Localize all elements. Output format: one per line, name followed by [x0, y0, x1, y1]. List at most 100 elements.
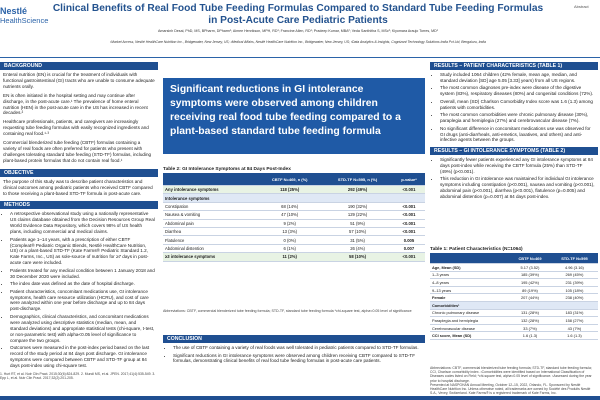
- table-cell: 0.007: [392, 244, 425, 254]
- table-header-cell: p-value*: [392, 173, 425, 186]
- table-cell: 1.6 (1.3): [550, 331, 598, 340]
- methods-bullet: Demographics, clinical characteristics, …: [10, 314, 155, 344]
- bottom-bar: [0, 396, 600, 400]
- methods-bullet: A retrospective observational study usin…: [10, 211, 155, 235]
- row-label: 9–13 years: [430, 286, 510, 295]
- table-row: Chronic pulmonary disease 131 (28%) 183 (3…: [430, 309, 598, 318]
- table-cell: 183 (31%): [550, 309, 598, 318]
- results1-bullet: The most common diagnoses pre-index were…: [440, 85, 595, 97]
- objective-para: The purpose of this study was to describ…: [3, 178, 153, 196]
- table-cell: 207 (44%): [509, 293, 551, 302]
- table2-caption: Table 2: GI Intolerance Symptoms at 84 D…: [163, 167, 291, 172]
- table-row: Flatulence 0 (0%) 31 (5%) 0.005: [163, 235, 425, 245]
- table-cell: <0.001: [392, 252, 425, 262]
- patient-characteristics-table: CBTF N=469 STD-TF N=595 Age, Mean (SD) 5.…: [430, 253, 598, 340]
- abstract-label: Abstract: [574, 4, 589, 9]
- table-row: ≥3 intolerance symptoms 11 (2%) 58 (10%) <0…: [163, 252, 425, 262]
- poster-header: [0, 0, 600, 58]
- row-label: Diarrhea: [163, 227, 258, 237]
- table-header-cell: [163, 173, 258, 186]
- background-para: Healthcare professionals, patients, and …: [3, 119, 149, 137]
- methods-text: A retrospective observational study usin…: [0, 209, 158, 372]
- table-cell: 13 (3%): [257, 227, 323, 237]
- row-label: Nausea & vomiting: [163, 210, 258, 220]
- table-cell: 195 (42%): [509, 278, 551, 287]
- logo-brand: Nestlé: [0, 6, 28, 16]
- row-label: Cerebrovascular disease: [430, 324, 510, 333]
- row-label: Flatulence: [163, 235, 258, 245]
- methods-bullet: Outcomes were measured in the post-index…: [10, 345, 155, 369]
- table-cell: 158 (27%): [550, 316, 598, 325]
- table1-footnote: Abbreviations: CBTF, commercial blenderi…: [430, 366, 592, 383]
- table-row: Age, Mean (SD) 5.17 (3.52) 4.96 (3.16): [430, 263, 598, 272]
- row-label: 1–3 years: [430, 271, 510, 280]
- right-column: RESULTS – PATIENT CHARACTERISTICS (TABLE…: [430, 62, 598, 203]
- table-header-row: CBTF N=469 STD-TF N=595: [430, 253, 598, 264]
- table-cell: 51 (9%): [322, 219, 393, 228]
- row-label: CCI score, Mean (SD): [430, 331, 510, 340]
- results2-heading: RESULTS – GI INTOLERANCE SYMPTOMS (TABLE…: [430, 146, 598, 155]
- methods-bullet: Patient characteristics, concomitant med…: [10, 289, 155, 313]
- background-heading: BACKGROUND: [0, 62, 158, 70]
- table-cell: <0.001: [392, 210, 425, 220]
- results2-bullet: This reduction in GI intolerance was mai…: [440, 176, 595, 200]
- table-cell: 0 (0%): [257, 235, 323, 245]
- table-cell: 118 (25%): [257, 185, 323, 195]
- row-label: Any intolerance symptoms: [163, 185, 258, 195]
- row-label: Abdominal distention: [163, 244, 258, 254]
- row-label: Chronic pulmonary disease: [430, 309, 510, 318]
- table1-caption: Table 1: Patient Characteristics (N=1064…: [430, 247, 523, 252]
- conclusion-text: The use of CBTF containing a variety of …: [163, 343, 425, 368]
- table-cell: 47 (10%): [257, 210, 323, 220]
- key-finding-banner: Significant reductions in GI intolerance…: [163, 78, 425, 154]
- methods-bullet: Patients treated for any medical conditi…: [10, 268, 155, 280]
- table-row: Cerebrovascular disease 33 (7%) 43 (7%): [430, 324, 598, 333]
- row-label: 4–8 years: [430, 278, 510, 287]
- row-label: Intolerance symptoms: [163, 193, 258, 203]
- table-cell: 31 (5%): [322, 235, 393, 245]
- background-para: EN is often initiated in the hospital se…: [3, 92, 148, 116]
- conclusion-heading: CONCLUSION: [163, 335, 425, 343]
- table-row: 1–3 years 185 (39%) 269 (45%): [430, 271, 598, 280]
- conclusion-section: CONCLUSION The use of CBTF containing a …: [163, 335, 425, 368]
- table-row: Intolerance symptoms: [163, 193, 425, 203]
- table-cell: [550, 301, 598, 310]
- table-cell: 89 (19%): [509, 286, 551, 295]
- table-row: 4–8 years 195 (42%) 231 (39%): [430, 278, 598, 287]
- methods-bullet: Patients age 1–14 years, with a prescrip…: [10, 237, 155, 267]
- results1-bullet: Overall, mean (SD) Charlson Comorbidity …: [440, 99, 595, 111]
- table-cell: [257, 193, 323, 203]
- row-label: Constipation: [163, 202, 258, 212]
- table-cell: 238 (40%): [550, 293, 598, 302]
- authors-line: Amarsinh Desai, PhD, MS, BPharm, DPharm¹…: [158, 29, 438, 33]
- table-cell: 129 (22%): [322, 210, 393, 220]
- left-column: BACKGROUND Enteral nutrition (EN) is cru…: [0, 62, 158, 372]
- table-row: Any intolerance symptoms 118 (25%) 292 (49…: [163, 185, 425, 195]
- table-cell: 5.17 (3.52): [509, 263, 551, 272]
- table-row: Abdominal distention 6 (1%) 26 (4%) 0.007: [163, 244, 425, 254]
- background-para: Commercial blenderized tube feeding (CBT…: [3, 140, 152, 163]
- table-header-cell: CBTF N=469, n (%): [257, 173, 323, 186]
- table-cell: 132 (28%): [509, 316, 551, 325]
- gi-intolerance-table: CBTF N=469, n (%) STD-TF N=595, n (%) p-…: [163, 173, 425, 262]
- header-divider: [0, 57, 600, 58]
- row-label: ≥3 intolerance symptoms: [163, 252, 258, 262]
- results2-text: Significantly fewer patients experienced…: [430, 155, 598, 204]
- table-cell: 292 (49%): [322, 185, 393, 195]
- table-cell: 57 (10%): [322, 227, 393, 237]
- table-cell: 9 (2%): [257, 219, 323, 228]
- table-cell: <0.001: [392, 185, 425, 195]
- table-row: Abdominal pain 9 (2%) 51 (9%) <0.001: [163, 219, 425, 228]
- results1-bullet: The most common comorbidities were chron…: [440, 112, 595, 124]
- references: 1. Hurt RT, et al. Nutr Clin Pract. 2015…: [0, 372, 156, 381]
- table-cell: 190 (32%): [322, 202, 393, 212]
- table-cell: 11 (2%): [257, 252, 323, 262]
- table-cell: 131 (28%): [509, 309, 551, 318]
- table-row: Diarrhea 13 (3%) 57 (10%) <0.001: [163, 227, 425, 237]
- table-cell: 185 (39%): [509, 271, 551, 280]
- row-label: Female: [430, 293, 510, 302]
- table-cell: 0.005: [392, 235, 425, 245]
- table-row: Nausea & vomiting 47 (10%) 129 (22%) <0.001: [163, 210, 425, 220]
- objective-text: The purpose of this study was to describ…: [0, 177, 158, 202]
- logo-sub: HealthScience: [0, 16, 49, 25]
